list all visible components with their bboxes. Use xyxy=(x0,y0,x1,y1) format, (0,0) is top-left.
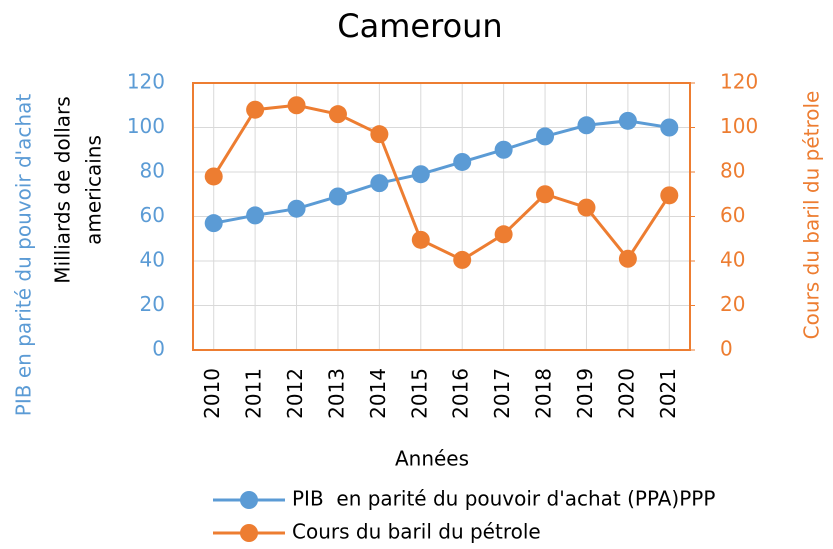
y-tick-label: 20 xyxy=(140,292,165,316)
data-point xyxy=(660,186,679,205)
data-point xyxy=(204,214,223,233)
x-tick-label: 2020 xyxy=(614,368,638,419)
data-point xyxy=(536,185,555,204)
y-tick-label: 80 xyxy=(140,159,165,183)
y2-axis-label: Cours du baril du pétrole xyxy=(800,91,824,340)
legend-label: Cours du baril du pétrole xyxy=(292,520,541,544)
x-tick-label: 2012 xyxy=(283,368,307,419)
x-tick-label: 2016 xyxy=(449,368,473,419)
y-tick-label: 60 xyxy=(140,203,165,227)
data-point xyxy=(328,105,347,124)
series-line xyxy=(212,103,671,262)
data-point xyxy=(618,111,637,130)
legend-marker xyxy=(240,491,258,509)
x-tick-label: 2019 xyxy=(573,368,597,419)
data-point xyxy=(246,206,265,225)
y-unit-label: americains xyxy=(82,135,106,245)
data-point xyxy=(370,174,389,193)
x-tick-label: 2010 xyxy=(200,368,224,419)
x-tick-label: 2013 xyxy=(324,368,348,419)
data-point xyxy=(577,198,596,217)
y-axis-label: PIB en parité du pouvoir d'achat xyxy=(12,94,36,417)
y-tick-label: 100 xyxy=(127,114,165,138)
y2-tick-label: 60 xyxy=(720,203,745,227)
y-tick-label: 40 xyxy=(140,248,165,272)
data-point xyxy=(453,152,472,171)
data-point xyxy=(494,225,513,244)
y-tick-label: 0 xyxy=(152,337,165,361)
x-axis-label: Années xyxy=(395,447,469,471)
chart-title: Cameroun xyxy=(337,7,502,45)
data-point xyxy=(287,199,306,218)
x-tick-label: 2014 xyxy=(366,368,390,419)
y2-tick-label: 120 xyxy=(720,70,758,94)
y2-tick-label: 80 xyxy=(720,159,745,183)
legend-label: PIB en parité du pouvoir d'achat (PPA)PP… xyxy=(292,487,715,511)
data-point xyxy=(453,250,472,269)
data-point xyxy=(328,187,347,206)
y2-tick-label: 100 xyxy=(720,114,758,138)
data-point xyxy=(618,249,637,268)
data-point xyxy=(577,116,596,135)
data-point xyxy=(411,230,430,249)
data-point xyxy=(287,96,306,115)
data-point xyxy=(204,167,223,186)
plot-frame xyxy=(192,82,691,351)
data-point xyxy=(246,100,265,119)
x-tick-label: 2017 xyxy=(490,368,514,419)
x-tick-label: 2018 xyxy=(532,368,556,419)
y-tick-label: 120 xyxy=(127,70,165,94)
data-point xyxy=(411,165,430,184)
data-point xyxy=(494,140,513,159)
x-tick-label: 2021 xyxy=(656,368,680,419)
data-point xyxy=(660,118,679,137)
legend-marker xyxy=(240,524,258,542)
data-point xyxy=(536,127,555,146)
x-tick-label: 2015 xyxy=(407,368,431,419)
y2-tick-label: 20 xyxy=(720,292,745,316)
y2-tick-label: 0 xyxy=(720,337,733,361)
y2-tick-label: 40 xyxy=(720,248,745,272)
data-point xyxy=(370,125,389,144)
x-tick-label: 2011 xyxy=(242,368,266,419)
y-unit-label: Milliards de dollars xyxy=(51,96,75,283)
